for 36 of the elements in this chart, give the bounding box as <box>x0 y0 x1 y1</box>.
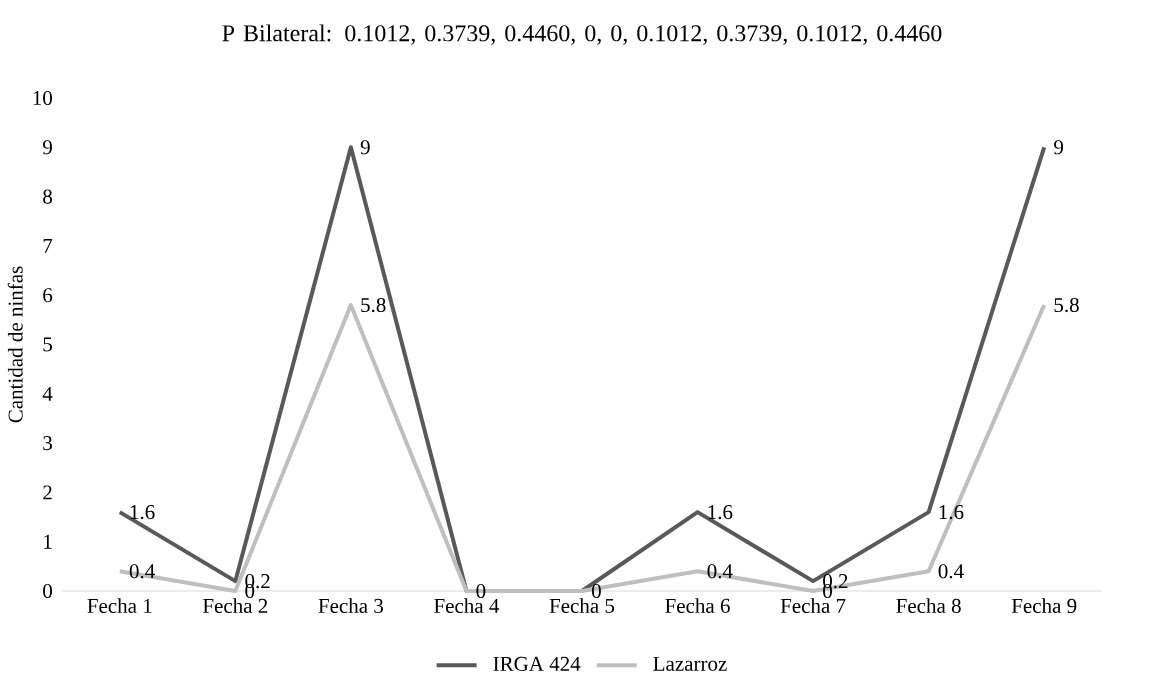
x-tick-label: Fecha 7 <box>780 598 846 613</box>
y-tick-label: 9 <box>42 140 52 155</box>
y-tick-label: 10 <box>33 90 52 106</box>
data-label: 0 <box>591 583 601 599</box>
y-tick-label: 7 <box>43 239 53 253</box>
x-tick-label: Fecha 6 <box>665 598 730 613</box>
data-label: 1.6 <box>939 505 964 520</box>
y-tick-label: 8 <box>43 189 52 204</box>
data-label: 9 <box>360 140 370 155</box>
x-tick-label: Fecha 4 <box>434 598 500 613</box>
data-label: 5.8 <box>361 297 386 313</box>
legend-label: IRGA 424 <box>493 656 581 671</box>
data-label: 9 <box>1054 140 1064 155</box>
data-label: 0.4 <box>938 564 964 579</box>
data-label: 0.4 <box>129 564 155 579</box>
x-tick-label: Fecha 2 <box>202 598 268 613</box>
y-tick-label: 2 <box>43 485 52 500</box>
x-tick-label: Fecha 9 <box>1011 598 1077 613</box>
data-label: 0 <box>476 583 486 599</box>
data-label: 5.8 <box>1054 297 1079 313</box>
data-label: 1.6 <box>708 505 733 520</box>
y-tick-label: 6 <box>43 288 53 303</box>
y-tick-label: 4 <box>42 386 53 401</box>
x-tick-label: Fecha 3 <box>318 598 384 613</box>
y-tick-label: 0 <box>43 583 52 599</box>
x-tick-label: Fecha 1 <box>87 598 152 613</box>
y-tick-label: 1 <box>44 534 52 549</box>
data-label: 1.6 <box>130 505 155 520</box>
y-tick-label: 3 <box>43 436 52 451</box>
data-label: 0.4 <box>707 564 733 579</box>
chart-title: P Bilateral: 0.1012, 0.3739, 0.4460, 0, 0, 0.1012, 0.3739, 0.1012, 0.4460 <box>222 24 942 45</box>
legend-label: Lazarroz <box>653 656 727 671</box>
x-tick-label: Fecha 5 <box>549 598 615 613</box>
y-tick-label: 5 <box>43 337 52 352</box>
y-axis-title: Cantidad de ninfas <box>7 266 23 423</box>
x-tick-label: Fecha 8 <box>896 598 961 613</box>
